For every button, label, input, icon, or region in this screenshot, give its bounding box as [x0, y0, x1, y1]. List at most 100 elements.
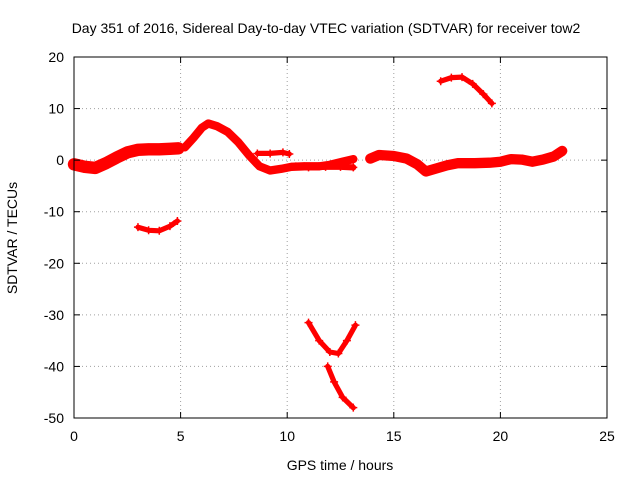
- data-point: [413, 160, 422, 169]
- data-point: [330, 377, 339, 386]
- data-point: [453, 159, 462, 168]
- data-point: [539, 155, 548, 164]
- data-point: [470, 159, 479, 168]
- data-point: [144, 145, 153, 154]
- data-point: [133, 145, 142, 154]
- data-point: [487, 99, 496, 108]
- data-point: [366, 154, 375, 163]
- series-arc-main-3: [291, 162, 358, 172]
- series-line: [254, 149, 292, 157]
- plot-frame: [73, 56, 608, 419]
- data-point: [432, 164, 441, 173]
- y-tick-label: 10: [48, 101, 64, 117]
- data-point: [80, 162, 89, 171]
- data-point: [180, 143, 189, 152]
- tick-layer: 0 5 10 15 20 25 -50 -40 -30 -20 -10 0 10 20: [44, 49, 615, 444]
- data-point: [321, 162, 330, 171]
- data-point: [304, 163, 313, 172]
- data-point: [496, 157, 505, 166]
- data-point: [507, 155, 516, 164]
- data-point: [276, 164, 285, 173]
- series-arc-high-18: [436, 73, 496, 108]
- data-point: [558, 146, 567, 155]
- series-arc-short-9: [253, 148, 294, 158]
- x-tick-label: 15: [386, 428, 402, 444]
- y-tick-label: -10: [44, 204, 64, 220]
- series-arc-low-4: [133, 216, 182, 235]
- series-line: [438, 74, 495, 106]
- x-axis-label: GPS time / hours: [287, 457, 394, 473]
- data-point: [244, 150, 253, 159]
- series-layer: [67, 73, 568, 412]
- data-point: [338, 393, 347, 402]
- data-point: [436, 77, 445, 86]
- chart-title: Day 351 of 2016, Sidereal Day-to-day VTE…: [72, 20, 581, 36]
- data-point: [325, 347, 334, 356]
- x-tick-label: 5: [177, 428, 185, 444]
- data-point: [278, 148, 287, 157]
- data-point: [173, 216, 182, 225]
- data-point: [323, 362, 332, 371]
- data-point: [165, 222, 174, 231]
- data-point: [101, 159, 110, 168]
- data-point: [197, 123, 206, 132]
- data-point: [336, 162, 345, 171]
- data-point: [402, 154, 411, 163]
- data-point: [223, 127, 232, 136]
- data-point: [266, 149, 275, 158]
- x-tick-label: 10: [279, 428, 295, 444]
- series-line: [180, 119, 358, 175]
- data-point: [349, 163, 358, 172]
- data-point: [342, 336, 351, 345]
- y-axis-label: SDTVAR / TECUs: [4, 182, 20, 294]
- data-point: [374, 150, 383, 159]
- y-tick-label: -50: [44, 410, 64, 426]
- series-arc-deep-2: [323, 362, 358, 412]
- data-point: [155, 145, 164, 154]
- data-point: [212, 122, 221, 131]
- series-arc-main-1: [67, 142, 185, 175]
- data-point: [144, 226, 153, 235]
- data-point: [234, 138, 243, 147]
- data-point: [517, 155, 526, 164]
- data-point: [304, 318, 313, 327]
- series-arc-main-4: [365, 145, 568, 177]
- data-point: [479, 90, 488, 99]
- data-point: [349, 403, 358, 412]
- x-tick-label: 0: [70, 428, 78, 444]
- data-point: [155, 226, 164, 235]
- y-tick-label: -40: [44, 358, 64, 374]
- data-point: [253, 149, 262, 158]
- data-point: [91, 163, 100, 172]
- data-point: [285, 149, 294, 158]
- data-point: [458, 73, 467, 82]
- data-point: [485, 158, 494, 167]
- data-point: [389, 152, 398, 161]
- data-point: [334, 349, 343, 358]
- x-tick-label: 20: [493, 428, 509, 444]
- data-point: [133, 223, 142, 232]
- data-point: [204, 119, 213, 128]
- data-point: [349, 155, 358, 164]
- data-point: [123, 148, 132, 157]
- grid-layer: [74, 57, 607, 418]
- x-tick-label: 25: [599, 428, 615, 444]
- series-line: [325, 363, 356, 411]
- data-point: [447, 73, 456, 82]
- data-point: [315, 336, 324, 345]
- series-arc-deep-1: [304, 318, 360, 358]
- data-point: [351, 321, 360, 330]
- y-tick-label: -30: [44, 307, 64, 323]
- series-line: [67, 142, 185, 175]
- data-point: [112, 153, 121, 162]
- data-point: [291, 162, 300, 171]
- data-point: [528, 157, 537, 166]
- data-point: [255, 162, 264, 171]
- y-tick-label: -20: [44, 255, 64, 271]
- data-point: [549, 152, 558, 161]
- data-point: [443, 161, 452, 170]
- data-point: [468, 79, 477, 88]
- data-point: [165, 144, 174, 153]
- y-tick-label: 0: [56, 152, 64, 168]
